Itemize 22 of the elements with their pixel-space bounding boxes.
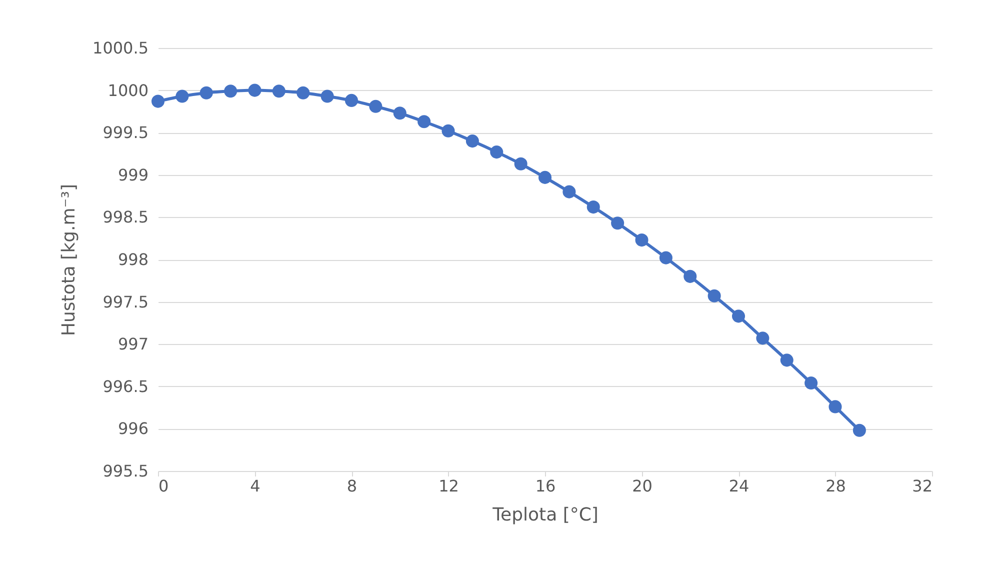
y-tick-label: 997.5 bbox=[102, 292, 148, 312]
y-tick-label: 996 bbox=[118, 419, 148, 438]
y-tick-label: 998 bbox=[118, 250, 148, 269]
y-tick-label: 1000.5 bbox=[92, 38, 148, 58]
y-tick-label: 998.5 bbox=[102, 208, 148, 227]
y-tick-label: 999 bbox=[118, 165, 148, 184]
y-tick-label: 997 bbox=[118, 334, 148, 354]
x-tick-label: 28 bbox=[826, 476, 846, 496]
x-axis-title: Teplota [°C] bbox=[492, 504, 598, 526]
x-tick-label: 32 bbox=[912, 476, 932, 496]
y-tick-label: 996.5 bbox=[102, 376, 148, 396]
x-tick-label: 16 bbox=[535, 476, 556, 496]
x-tick-label: 12 bbox=[438, 476, 459, 496]
x-tick-label: 20 bbox=[632, 476, 652, 496]
y-tick-label: 1000 bbox=[108, 80, 148, 100]
x-tick-label: 24 bbox=[728, 476, 750, 496]
y-tick-label: 995.5 bbox=[102, 462, 148, 480]
x-tick-label: 4 bbox=[250, 476, 260, 496]
x-tick-label: 8 bbox=[346, 476, 358, 496]
y-axis-title: Hustota [kg.m⁻³] bbox=[58, 184, 80, 336]
x-tick-label: 0 bbox=[158, 476, 169, 496]
y-tick-label: 999.5 bbox=[102, 123, 148, 142]
